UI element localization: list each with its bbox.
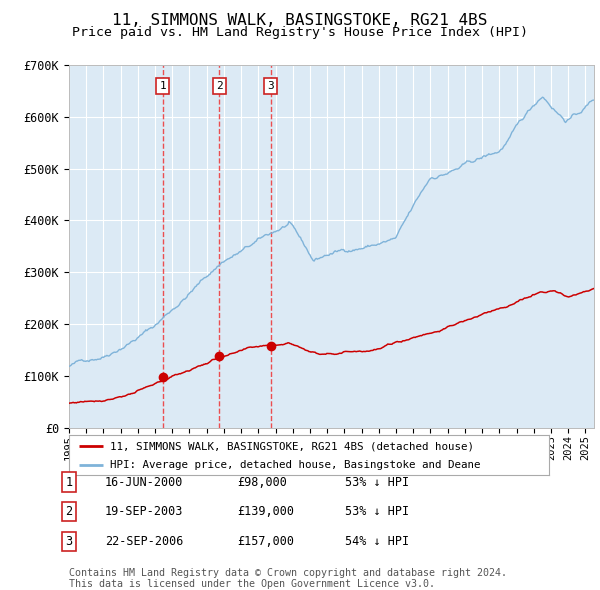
Text: 2: 2 [216,81,223,91]
Text: Price paid vs. HM Land Registry's House Price Index (HPI): Price paid vs. HM Land Registry's House … [72,26,528,39]
Text: HPI: Average price, detached house, Basingstoke and Deane: HPI: Average price, detached house, Basi… [110,460,481,470]
Text: 22-SEP-2006: 22-SEP-2006 [105,535,184,548]
Text: 3: 3 [268,81,274,91]
Text: 1: 1 [160,81,166,91]
Text: 11, SIMMONS WALK, BASINGSTOKE, RG21 4BS (detached house): 11, SIMMONS WALK, BASINGSTOKE, RG21 4BS … [110,441,474,451]
Text: £98,000: £98,000 [237,476,287,489]
Text: £139,000: £139,000 [237,505,294,518]
Text: 16-JUN-2000: 16-JUN-2000 [105,476,184,489]
Text: £157,000: £157,000 [237,535,294,548]
Text: 1: 1 [65,476,73,489]
Text: Contains HM Land Registry data © Crown copyright and database right 2024.
This d: Contains HM Land Registry data © Crown c… [69,568,507,589]
Text: 2: 2 [65,505,73,518]
Text: 3: 3 [65,535,73,548]
Text: 11, SIMMONS WALK, BASINGSTOKE, RG21 4BS: 11, SIMMONS WALK, BASINGSTOKE, RG21 4BS [112,13,488,28]
Text: 19-SEP-2003: 19-SEP-2003 [105,505,184,518]
Text: 54% ↓ HPI: 54% ↓ HPI [345,535,409,548]
Text: 53% ↓ HPI: 53% ↓ HPI [345,476,409,489]
Text: 53% ↓ HPI: 53% ↓ HPI [345,505,409,518]
